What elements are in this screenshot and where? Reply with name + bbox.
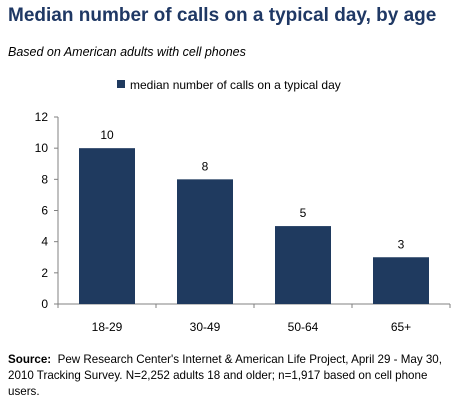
legend: median number of calls on a typical day <box>117 78 341 92</box>
x-tick-label: 65+ <box>391 320 411 334</box>
chart-subtitle: Based on American adults with cell phone… <box>8 45 246 59</box>
bar-18-29 <box>79 148 135 304</box>
bar-65+ <box>373 257 429 304</box>
data-label: 10 <box>100 128 114 142</box>
x-tick-label: 30-49 <box>190 320 221 334</box>
source-text: Pew Research Center's Internet & America… <box>8 353 442 398</box>
bars <box>79 148 429 304</box>
bar-chart: median number of calls on a typical day … <box>35 78 451 334</box>
y-tick-label: 6 <box>41 204 48 218</box>
y-tick-label: 0 <box>41 297 48 311</box>
y-tick-label: 2 <box>41 266 48 280</box>
data-label: 3 <box>398 237 405 251</box>
source-note: Source: Pew Research Center's Internet &… <box>8 352 460 400</box>
chart-title: Median number of calls on a typical day,… <box>8 5 437 26</box>
bar-30-49 <box>177 179 233 304</box>
x-tick-label: 50-64 <box>288 320 319 334</box>
y-tick-label: 4 <box>41 235 48 249</box>
data-label: 8 <box>202 159 209 173</box>
y-tick-label: 12 <box>35 110 49 124</box>
legend-label: median number of calls on a typical day <box>130 78 341 92</box>
bar-50-64 <box>275 226 331 304</box>
x-axis: 18-29 30-49 50-64 65+ <box>57 303 451 334</box>
x-tick-label: 18-29 <box>92 320 123 334</box>
legend-swatch <box>117 80 125 88</box>
y-axis: 0 2 4 6 8 10 12 <box>35 110 59 311</box>
data-label: 5 <box>300 206 307 220</box>
y-tick-label: 8 <box>41 172 48 186</box>
data-labels: 10 8 5 3 <box>100 128 404 251</box>
y-tick-label: 10 <box>35 141 49 155</box>
source-label: Source: <box>8 353 52 366</box>
